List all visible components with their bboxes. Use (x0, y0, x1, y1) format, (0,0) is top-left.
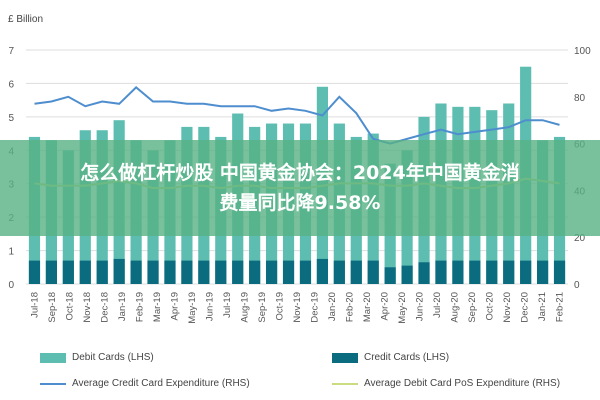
x-axis-tick-label: May-19 (187, 292, 198, 324)
right-axis-tick-label: 20 (574, 233, 586, 244)
credit-cards-bar (553, 260, 566, 284)
credit-cards-bar (164, 260, 176, 284)
x-axis-tick-label: Oct-19 (275, 292, 286, 321)
left-axis-tick-label: 7 (8, 46, 14, 57)
x-axis-tick-label: Jan-20 (327, 292, 338, 321)
credit-cards-bar (130, 260, 142, 284)
credit-cards-bar (113, 258, 125, 284)
legend-item-avg-credit-card-expenditure: Average Credit Card Expenditure (RHS) (40, 378, 250, 389)
x-axis-tick-label: Jun-19 (205, 292, 216, 321)
credit-cards-bar (367, 260, 379, 284)
x-axis-tick-label: Dec-18 (100, 292, 111, 323)
x-axis-tick-label: Apr-19 (170, 292, 181, 321)
left-axis-tick-label: 1 (8, 247, 14, 258)
avg-credit-card-expenditure-line (34, 86, 560, 145)
legend-swatch-avg-credit-card-expenditure (40, 382, 66, 385)
credit-cards-bar (299, 260, 312, 284)
x-axis-tick-label: Jul-20 (432, 292, 443, 318)
x-axis-tick-label: Feb-19 (135, 292, 146, 322)
x-axis-tick-label: Nov-18 (82, 292, 93, 323)
x-axis-tick-label: Apr-20 (379, 292, 390, 321)
credit-cards-bar (215, 260, 227, 284)
credit-cards-bar (96, 260, 108, 284)
left-axis-unit-label: £ Billion (8, 14, 43, 25)
legend-label-avg-debit-card-pos-expenditure: Average Debit Card PoS Expenditure (RHS) (364, 378, 561, 389)
right-axis-tick-label: 100 (574, 46, 591, 57)
x-axis-tick-label: Jun-20 (414, 292, 425, 321)
x-axis-tick-label: Dec-19 (309, 292, 320, 323)
x-axis-tick-label: Feb-20 (344, 292, 355, 322)
x-axis-tick-label: Dec-20 (519, 292, 530, 323)
x-axis-tick-label: Jan-21 (537, 292, 548, 321)
credit-cards-bar (435, 260, 447, 284)
left-axis-tick-label: 5 (8, 113, 14, 124)
x-axis-tick-label: Nov-20 (502, 292, 513, 323)
x-axis-tick-label: Nov-19 (292, 292, 303, 323)
legend-swatch-debit-cards (40, 352, 66, 363)
x-axis-tick-label: Sep-18 (47, 292, 58, 323)
x-axis-tick-labels: Jul-18 Sep-18 Oct-18 Nov-18 Dec-18 Jan-19 Feb-… (30, 292, 566, 324)
headline-overlay-banner: 怎么做杠杆炒股 中国黄金协会：2024年中国黄金消 费量同比降9.58% (0, 140, 600, 236)
legend: Debit Cards (LHS) Credit Cards (LHS) Ave… (40, 348, 596, 398)
x-axis-tick-label: Feb-21 (554, 292, 565, 322)
x-axis-tick-label: Mar-20 (362, 292, 373, 322)
credit-cards-bar (232, 260, 244, 284)
x-axis-tick-label: Jul-19 (222, 292, 233, 318)
credit-cards-bar (28, 260, 41, 284)
legend-label-debit-cards: Debit Cards (LHS) (72, 352, 154, 363)
legend-item-debit-cards: Debit Cards (LHS) (40, 352, 154, 363)
x-axis-tick-label: Jul-18 (30, 292, 41, 318)
x-axis-tick-label: Aug-20 (449, 292, 460, 323)
credit-cards-bar (45, 260, 57, 284)
x-axis-tick-label: Mar-19 (152, 292, 163, 322)
credit-cards-bar (147, 260, 159, 284)
credit-cards-bar (266, 260, 278, 284)
credit-cards-bar (316, 258, 328, 284)
x-axis-tick-label: Aug-19 (240, 292, 251, 323)
credit-cards-bar (503, 260, 515, 284)
right-axis-tick-label: 80 (574, 93, 586, 104)
credit-cards-bar (181, 260, 193, 284)
legend-swatch-credit-cards (332, 352, 358, 363)
credit-cards-bar (282, 260, 295, 284)
credit-cards-bar (350, 260, 362, 284)
credit-cards-bar (79, 260, 91, 284)
x-axis-tick-label: Sep-19 (257, 292, 268, 323)
credit-cards-bar (198, 260, 210, 284)
right-axis-tick-label: 0 (574, 280, 580, 291)
credit-cards-bar (384, 267, 396, 284)
credit-cards-bar (418, 262, 430, 284)
legend-label-credit-cards: Credit Cards (LHS) (364, 352, 450, 363)
credit-cards-bar (537, 260, 549, 284)
headline-line-1: 怎么做杠杆炒股 中国黄金协会：2024年中国黄金消 (80, 162, 520, 184)
x-axis-tick-label: Oct-20 (484, 292, 495, 321)
x-axis-tick-label: Sep-20 (467, 292, 478, 323)
credit-cards-bar (469, 260, 481, 284)
x-axis-tick-label: Jan-19 (117, 292, 128, 321)
credit-cards-bar (520, 260, 532, 284)
legend-item-credit-cards: Credit Cards (LHS) (332, 352, 449, 363)
headline-line-2: 费量同比降9.58% (219, 192, 381, 214)
x-axis-tick-label: Oct-18 (65, 292, 76, 321)
legend-label-avg-credit-card-expenditure: Average Credit Card Expenditure (RHS) (72, 378, 250, 389)
credit-cards-bars (28, 258, 566, 284)
left-axis-tick-label: 6 (8, 79, 14, 90)
credit-cards-bar (486, 260, 498, 284)
credit-cards-bar (452, 260, 464, 284)
credit-cards-bar (401, 265, 413, 284)
credit-cards-bar (333, 260, 345, 284)
legend-swatch-avg-debit-card-pos-expenditure (332, 382, 358, 385)
credit-cards-bar (249, 260, 261, 284)
credit-cards-bar (62, 260, 74, 284)
x-axis-tick-label: May-20 (397, 292, 408, 324)
legend-item-avg-debit-card-pos-expenditure: Average Debit Card PoS Expenditure (RHS) (332, 378, 560, 389)
left-axis-tick-label: 0 (8, 280, 14, 291)
